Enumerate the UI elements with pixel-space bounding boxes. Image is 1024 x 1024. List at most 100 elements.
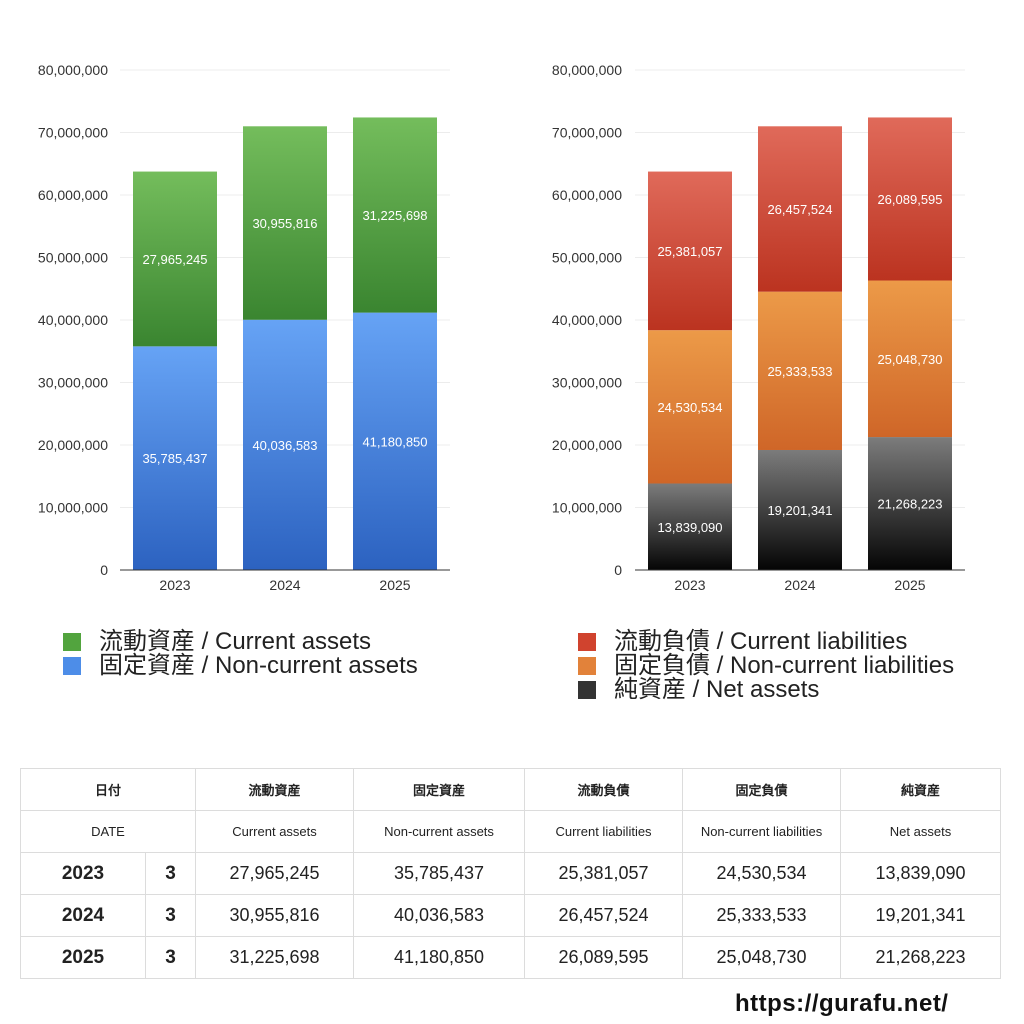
legend-label: 固定負債 / Non-current liabilities <box>614 652 955 679</box>
legend-item-current-liabilities: 流動負債 / Current liabilities <box>578 630 954 654</box>
table-row: 2025 3 31,225,698 41,180,850 26,089,595 … <box>20 936 1002 979</box>
legend-label: 純資産 / Net assets <box>614 676 820 703</box>
table-cell: 25,333,533 <box>682 894 842 937</box>
data-label: 41,180,850 <box>362 434 427 449</box>
y-tick-label: 50,000,000 <box>38 250 108 266</box>
bar-segment <box>648 171 732 331</box>
bar-segment <box>353 312 437 570</box>
table-cell-month: 3 <box>144 852 197 895</box>
legend-item-net-assets: 純資産 / Net assets <box>578 678 954 702</box>
liabilities-legend: 流動負債 / Current liabilities 固定負債 / Non-cu… <box>578 630 954 702</box>
y-tick-label: 20,000,000 <box>38 437 108 453</box>
bar-segment <box>648 330 732 484</box>
table-row: 2023 3 27,965,245 35,785,437 25,381,057 … <box>20 852 1002 895</box>
data-label: 27,965,245 <box>142 252 207 267</box>
data-label: 25,048,730 <box>877 352 942 367</box>
table-cell: 25,381,057 <box>524 852 684 895</box>
bar-segment <box>758 126 842 292</box>
table-header-row-jp: 日付 流動資産 固定資産 流動負債 固定負債 純資産 <box>19 768 1002 811</box>
data-label: 40,036,583 <box>252 438 317 453</box>
y-tick-label: 10,000,000 <box>38 500 108 516</box>
legend-swatch <box>578 633 596 651</box>
table-cell: 41,180,850 <box>353 936 526 979</box>
table-cell: 35,785,437 <box>353 852 526 895</box>
y-tick-label: 30,000,000 <box>38 375 108 391</box>
x-tick-label: 2023 <box>159 577 190 593</box>
table-cell: 27,965,245 <box>195 852 355 895</box>
bar-segment <box>133 346 217 570</box>
x-tick-label: 2025 <box>379 577 410 593</box>
assets-legend: 流動資産 / Current assets 固定資産 / Non-current… <box>63 630 418 678</box>
assets-chart: 0 10,000,000 20,000,000 30,000,000 40,000,00… <box>38 62 450 593</box>
x-tick-label: 2024 <box>784 577 815 593</box>
bar-segment <box>353 117 437 313</box>
legend-swatch <box>578 681 596 699</box>
x-tick-label: 2024 <box>269 577 300 593</box>
y-tick-label: 40,000,000 <box>38 312 108 328</box>
y-tick-label: 70,000,000 <box>38 125 108 141</box>
bar-segment <box>648 483 732 570</box>
data-table: 日付 流動資産 固定資産 流動負債 固定負債 純資産 DATE Current … <box>19 768 1002 979</box>
table-cell: 26,457,524 <box>524 894 684 937</box>
table-cell: 19,201,341 <box>840 894 1002 937</box>
charts-canvas: 0 10,000,000 20,000,000 30,000,000 40,000,00… <box>38 62 965 593</box>
y-tick-label: 30,000,000 <box>552 375 622 391</box>
table-header-non-current-assets-jp: 固定資産 <box>353 768 526 811</box>
x-tick-label: 2023 <box>674 577 705 593</box>
bar-segment <box>243 319 327 570</box>
y-tick-label: 50,000,000 <box>552 250 622 266</box>
data-label: 26,089,595 <box>877 192 942 207</box>
data-label: 25,381,057 <box>657 244 722 259</box>
table-cell: 21,268,223 <box>840 936 1002 979</box>
data-label: 13,839,090 <box>657 520 722 535</box>
data-label: 30,955,816 <box>252 216 317 231</box>
table-header-date-jp: 日付 <box>19 768 197 811</box>
table-cell-month: 3 <box>144 936 197 979</box>
table-header-non-current-assets-en: Non-current assets <box>353 810 526 853</box>
y-tick-label: 0 <box>614 562 622 578</box>
bar-segment <box>758 291 842 450</box>
table-row: 2024 3 30,955,816 40,036,583 26,457,524 … <box>20 894 1002 937</box>
bar-segment <box>868 280 952 438</box>
table-cell: 26,089,595 <box>524 936 684 979</box>
table-header-current-liabilities-en: Current liabilities <box>524 810 684 853</box>
data-label: 25,333,533 <box>767 364 832 379</box>
bar-segment <box>868 117 952 281</box>
table-header-net-assets-en: Net assets <box>840 810 1002 853</box>
table-header-current-assets-en: Current assets <box>195 810 355 853</box>
bar-segment <box>868 437 952 570</box>
bar-segment <box>758 449 842 570</box>
table-cell: 25,048,730 <box>682 936 842 979</box>
table-header-row-en: DATE Current assets Non-current assets C… <box>19 810 1002 853</box>
table-cell-year: 2023 <box>20 852 146 895</box>
data-label: 26,457,524 <box>767 202 832 217</box>
y-tick-label: 80,000,000 <box>552 62 622 78</box>
table-header-net-assets-jp: 純資産 <box>840 768 1002 811</box>
bar-segment <box>243 126 327 320</box>
legend-item-current-assets: 流動資産 / Current assets <box>63 630 418 654</box>
legend-label: 流動資産 / Current assets <box>99 628 372 655</box>
legend-swatch <box>578 657 596 675</box>
table-cell: 40,036,583 <box>353 894 526 937</box>
table-header-current-liabilities-jp: 流動負債 <box>524 768 684 811</box>
table-cell: 24,530,534 <box>682 852 842 895</box>
y-tick-label: 80,000,000 <box>38 62 108 78</box>
data-label: 31,225,698 <box>362 208 427 223</box>
table-cell-month: 3 <box>144 894 197 937</box>
table-cell: 13,839,090 <box>840 852 1002 895</box>
table-header-non-current-liabilities-en: Non-current liabilities <box>682 810 842 853</box>
table-cell: 31,225,698 <box>195 936 355 979</box>
data-label: 35,785,437 <box>142 451 207 466</box>
data-label: 24,530,534 <box>657 400 722 415</box>
y-tick-label: 10,000,000 <box>552 500 622 516</box>
y-tick-label: 60,000,000 <box>552 187 622 203</box>
y-tick-label: 60,000,000 <box>38 187 108 203</box>
legend-label: 流動負債 / Current liabilities <box>614 628 908 655</box>
table-header-non-current-liabilities-jp: 固定負債 <box>682 768 842 811</box>
footer-url: https://gurafu.net/ <box>735 990 949 1017</box>
y-tick-label: 70,000,000 <box>552 125 622 141</box>
table-cell-year: 2024 <box>20 894 146 937</box>
table-header-current-assets-jp: 流動資産 <box>195 768 355 811</box>
table-cell-year: 2025 <box>20 936 146 979</box>
legend-swatch <box>63 657 81 675</box>
